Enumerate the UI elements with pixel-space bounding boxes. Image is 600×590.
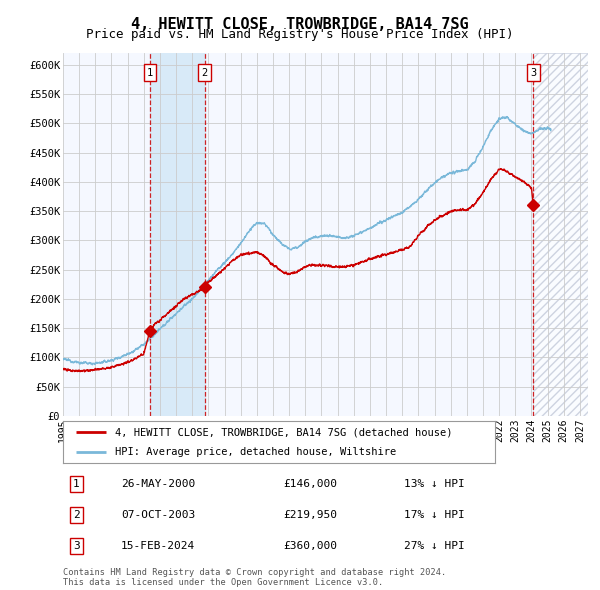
- Text: 3: 3: [530, 68, 536, 78]
- Text: 13% ↓ HPI: 13% ↓ HPI: [404, 478, 465, 489]
- Text: HPI: Average price, detached house, Wiltshire: HPI: Average price, detached house, Wilt…: [115, 447, 396, 457]
- Text: 1: 1: [73, 478, 79, 489]
- Text: 26-MAY-2000: 26-MAY-2000: [121, 478, 195, 489]
- Text: 4, HEWITT CLOSE, TROWBRIDGE, BA14 7SG (detached house): 4, HEWITT CLOSE, TROWBRIDGE, BA14 7SG (d…: [115, 427, 452, 437]
- Text: Contains HM Land Registry data © Crown copyright and database right 2024.: Contains HM Land Registry data © Crown c…: [63, 568, 446, 576]
- Text: £219,950: £219,950: [284, 510, 337, 520]
- Text: 07-OCT-2003: 07-OCT-2003: [121, 510, 195, 520]
- Text: 4, HEWITT CLOSE, TROWBRIDGE, BA14 7SG: 4, HEWITT CLOSE, TROWBRIDGE, BA14 7SG: [131, 17, 469, 31]
- Text: 2: 2: [73, 510, 79, 520]
- Text: 27% ↓ HPI: 27% ↓ HPI: [404, 541, 465, 551]
- Text: This data is licensed under the Open Government Licence v3.0.: This data is licensed under the Open Gov…: [63, 578, 383, 587]
- Text: £146,000: £146,000: [284, 478, 337, 489]
- Text: 17% ↓ HPI: 17% ↓ HPI: [404, 510, 465, 520]
- Text: Price paid vs. HM Land Registry's House Price Index (HPI): Price paid vs. HM Land Registry's House …: [86, 28, 514, 41]
- Text: 1: 1: [147, 68, 153, 78]
- Bar: [150, 53, 205, 416]
- Text: 2: 2: [202, 68, 208, 78]
- Text: £360,000: £360,000: [284, 541, 337, 551]
- Text: 3: 3: [73, 541, 79, 551]
- Text: 15-FEB-2024: 15-FEB-2024: [121, 541, 195, 551]
- Bar: [533, 53, 588, 416]
